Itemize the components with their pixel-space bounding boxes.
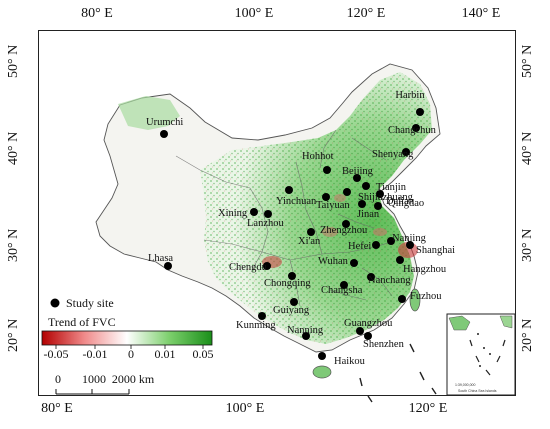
site-marker-jinan	[358, 200, 366, 208]
study-sites: Urumchi Harbin Changchun Shenyang Hohhot Beij…	[146, 90, 455, 367]
site-marker-shanghai	[406, 241, 414, 249]
site-marker-shenyang	[402, 148, 410, 156]
site-marker-wuhan	[350, 259, 358, 267]
fvc-colorbar	[41, 330, 213, 346]
site-marker-xining	[250, 208, 258, 216]
site-marker-zhengzhou	[342, 220, 350, 228]
site-label-hangzhou: Hangzhou	[403, 264, 447, 275]
site-label-shanghai: Shanghai	[416, 245, 455, 256]
site-label-yinchuan: Yinchuan	[276, 196, 317, 207]
site-label-lhasa: Lhasa	[148, 253, 173, 264]
site-label-guangzhou: Guangzhou	[344, 318, 393, 329]
site-marker-hohhot	[323, 166, 331, 174]
legend-site-label: Study site	[66, 296, 114, 310]
site-label-zhengzhou: Zhengzhou	[320, 225, 368, 236]
site-marker-nanning	[302, 332, 310, 340]
site-marker-kunming	[258, 312, 266, 320]
boundary-dash-marks	[359, 343, 437, 403]
site-marker-beijing	[353, 174, 361, 182]
site-label-changchun: Changchun	[388, 125, 437, 136]
site-label-xi-an: Xi'an	[298, 236, 321, 247]
site-marker-dalian	[376, 190, 384, 198]
inset-scale-text: 1:39,000,000	[455, 383, 475, 387]
site-marker-changchun	[412, 124, 420, 132]
site-marker-yinchuan	[285, 186, 293, 194]
site-label-xining: Xining	[218, 208, 248, 219]
site-marker-shijiazhuang	[343, 188, 351, 196]
hainan-island	[312, 365, 332, 379]
site-label-harbin: Harbin	[395, 90, 425, 101]
site-label-kunming: Kunming	[236, 320, 276, 331]
site-label-qingdao: Qingdao	[388, 198, 424, 209]
site-label-hefei: Hefei	[348, 241, 371, 252]
site-label-dalian: Dalian	[386, 196, 415, 207]
site-marker-xi-an	[307, 228, 315, 236]
bottom-tick-80: 80° E	[41, 401, 73, 416]
site-label-fuzhou: Fuzhou	[410, 291, 442, 302]
colorbar-tick-5: 0.05	[193, 347, 214, 361]
site-label-urumchi: Urumchi	[146, 117, 183, 128]
site-marker-chengdu	[263, 262, 271, 270]
site-marker-lanzhou	[264, 210, 272, 218]
site-marker-chongqing	[288, 272, 296, 280]
site-label-hohhot: Hohhot	[302, 151, 334, 162]
site-label-jinan: Jinan	[357, 209, 380, 220]
scale-tick-1000: 1000	[82, 372, 106, 386]
site-marker-guiyang	[290, 298, 298, 306]
site-label-taiyuan: Taiyuan	[316, 200, 350, 211]
bottom-tick-100: 100° E	[225, 401, 265, 416]
site-label-shenzhen: Shenzhen	[363, 339, 405, 350]
scale-tick-2000: 2000 km	[112, 372, 155, 386]
top-tick-100: 100° E	[234, 6, 274, 21]
site-label-guiyang: Guiyang	[273, 305, 310, 316]
site-marker-fuzhou	[398, 295, 406, 303]
site-marker-harbin	[416, 108, 424, 116]
top-tick-80: 80° E	[81, 6, 113, 21]
site-label-shenyang: Shenyang	[372, 149, 414, 160]
site-marker-guangzhou	[356, 327, 364, 335]
site-marker-nanchang	[367, 273, 375, 281]
site-label-haikou: Haikou	[334, 356, 366, 367]
site-label-wuhan: Wuhan	[318, 256, 349, 267]
colorbar-tick-1: -0.05	[44, 347, 69, 361]
site-label-tianjin: Tianjin	[376, 182, 407, 193]
site-label-lanzhou: Lanzhou	[247, 218, 284, 229]
site-marker-nanjing	[387, 237, 395, 245]
site-marker-haikou	[318, 352, 326, 360]
scale-bar	[55, 389, 130, 395]
site-marker-urumchi	[160, 130, 168, 138]
site-label-chengdu: Chengdu	[229, 262, 268, 273]
site-marker-taiyuan	[322, 193, 330, 201]
site-marker-hangzhou	[396, 256, 404, 264]
site-marker-lhasa	[164, 262, 172, 270]
site-marker-qingdao	[374, 202, 382, 210]
legend-site-marker	[50, 298, 60, 308]
colorbar-tick-2: -0.01	[83, 347, 108, 361]
site-label-nanchang: Nanchang	[368, 275, 411, 286]
site-label-nanjing: Nanjing	[392, 233, 427, 244]
inset-caption: South China Sea Islands	[458, 389, 497, 393]
bottom-tick-120: 120° E	[408, 401, 448, 416]
taiwan-island	[409, 288, 421, 312]
legend: Study site Trend of FVC -0.05 -0.01 0 0.…	[41, 296, 214, 395]
scale-tick-0: 0	[55, 372, 61, 386]
site-marker-shenzhen	[364, 332, 372, 340]
site-marker-changsha	[340, 281, 348, 289]
site-label-shijiazhuang: Shijiazhuang	[358, 192, 414, 203]
site-marker-hefei	[372, 241, 380, 249]
site-label-beijing: Beijing	[342, 166, 374, 177]
colorbar-tick-3: 0	[128, 347, 134, 361]
top-tick-120: 120° E	[346, 6, 386, 21]
top-tick-140: 140° E	[461, 6, 501, 21]
colorbar-tick-4: 0.01	[155, 347, 176, 361]
colorbar-title: Trend of FVC	[48, 315, 116, 329]
site-label-nanning: Nanning	[287, 325, 324, 336]
site-label-chongqing: Chongqing	[264, 278, 311, 289]
site-label-changsha: Changsha	[321, 285, 363, 296]
site-marker-tianjin	[362, 182, 370, 190]
south-china-sea-inset: 1:39,000,000 South China Sea Islands	[446, 313, 516, 396]
